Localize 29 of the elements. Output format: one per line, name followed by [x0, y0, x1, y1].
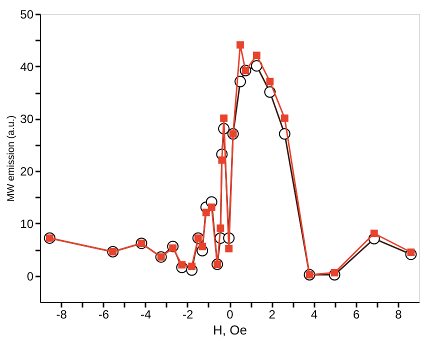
y-axis-title: MW emission (a.u.): [6, 115, 18, 202]
point: [225, 244, 233, 252]
point: [220, 114, 228, 122]
point: [252, 52, 260, 60]
x-tick-label: 0: [226, 308, 234, 322]
point: [208, 204, 216, 211]
point: [188, 262, 196, 270]
point: [266, 78, 274, 86]
y-tick-label: 50: [20, 8, 34, 22]
x-axis-title: H, Oe: [213, 322, 247, 338]
y-tick-label: 0: [26, 269, 34, 284]
y-tick-label: 30: [20, 112, 34, 126]
x-tick-label: 4: [310, 308, 318, 322]
x-tick-label: -8: [56, 308, 68, 322]
point: [218, 156, 226, 164]
x-tick-label: 8: [395, 308, 402, 322]
y-tick-label: 20: [20, 164, 34, 179]
point: [216, 224, 224, 232]
x-tick-label: -6: [98, 308, 110, 322]
x-tick-label: 2: [268, 308, 276, 322]
point: [370, 230, 378, 238]
y-tick-label: 10: [20, 216, 34, 231]
x-tick-label: -4: [140, 308, 152, 322]
point: [198, 242, 206, 250]
y-tick-label: 40: [20, 60, 34, 74]
x-tick-label: 6: [352, 308, 360, 322]
x-tick-label: -2: [182, 308, 194, 322]
point: [280, 114, 288, 122]
point: [236, 41, 244, 49]
